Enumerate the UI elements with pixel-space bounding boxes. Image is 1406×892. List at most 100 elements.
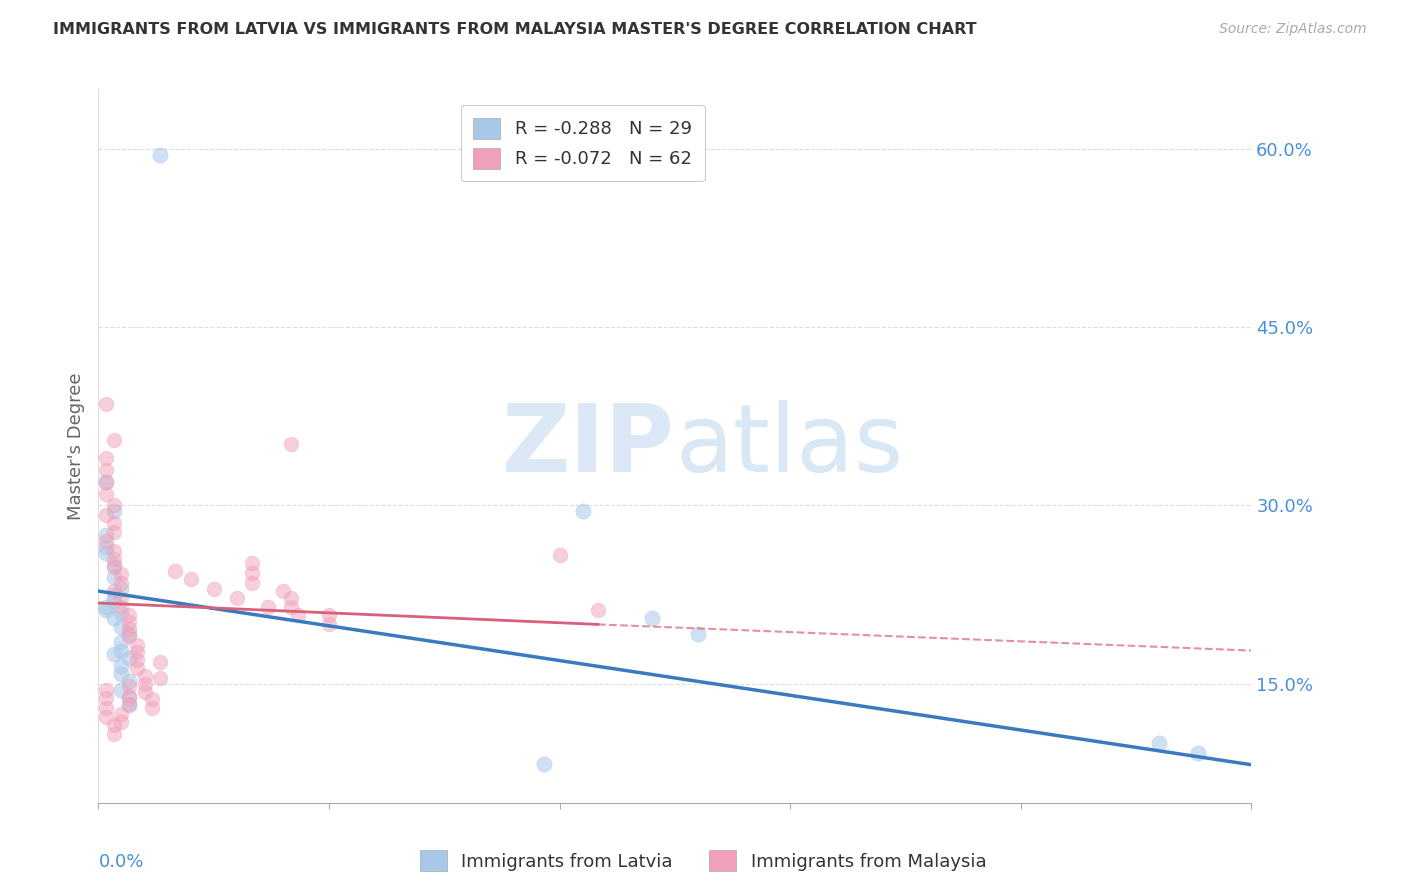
- Point: [118, 629, 141, 643]
- Point: [149, 656, 172, 670]
- Point: [118, 607, 141, 622]
- Point: [110, 606, 132, 620]
- Y-axis label: Master's Degree: Master's Degree: [66, 372, 84, 520]
- Point: [110, 706, 132, 721]
- Point: [240, 556, 263, 570]
- Point: [110, 635, 132, 649]
- Point: [118, 650, 141, 665]
- Point: [118, 615, 141, 629]
- Point: [103, 611, 125, 625]
- Point: [118, 698, 141, 713]
- Point: [180, 572, 202, 586]
- Point: [141, 692, 163, 706]
- Point: [103, 504, 125, 518]
- Point: [110, 659, 132, 673]
- Point: [134, 668, 156, 682]
- Point: [280, 599, 302, 614]
- Point: [110, 567, 132, 582]
- Text: Source: ZipAtlas.com: Source: ZipAtlas.com: [1219, 22, 1367, 37]
- Point: [118, 679, 141, 693]
- Point: [533, 756, 555, 771]
- Point: [225, 591, 247, 606]
- Point: [94, 508, 117, 522]
- Point: [110, 575, 132, 590]
- Point: [686, 627, 709, 641]
- Point: [118, 622, 141, 636]
- Point: [94, 475, 117, 489]
- Point: [1147, 736, 1170, 750]
- Point: [103, 433, 125, 447]
- Point: [94, 463, 117, 477]
- Point: [110, 591, 132, 606]
- Text: IMMIGRANTS FROM LATVIA VS IMMIGRANTS FROM MALAYSIA MASTER'S DEGREE CORRELATION C: IMMIGRANTS FROM LATVIA VS IMMIGRANTS FRO…: [53, 22, 977, 37]
- Point: [271, 584, 294, 599]
- Point: [149, 147, 172, 161]
- Point: [103, 647, 125, 661]
- Point: [103, 570, 125, 584]
- Text: 0.0%: 0.0%: [98, 853, 143, 871]
- Point: [94, 599, 117, 614]
- Point: [94, 691, 117, 706]
- Point: [141, 700, 163, 714]
- Point: [165, 564, 187, 578]
- Point: [118, 691, 141, 706]
- Point: [103, 718, 125, 732]
- Point: [641, 611, 664, 625]
- Point: [94, 486, 117, 500]
- Point: [280, 436, 302, 450]
- Point: [287, 607, 309, 622]
- Point: [110, 599, 132, 614]
- Point: [94, 546, 117, 560]
- Point: [94, 682, 117, 697]
- Point: [103, 588, 125, 602]
- Point: [110, 620, 132, 634]
- Point: [103, 543, 125, 558]
- Point: [103, 552, 125, 566]
- Point: [125, 645, 148, 659]
- Point: [103, 516, 125, 531]
- Point: [118, 627, 141, 641]
- Point: [103, 560, 125, 574]
- Point: [103, 558, 125, 572]
- Point: [240, 575, 263, 590]
- Point: [103, 727, 125, 741]
- Point: [110, 682, 132, 697]
- Point: [318, 617, 340, 632]
- Legend: Immigrants from Latvia, Immigrants from Malaysia: Immigrants from Latvia, Immigrants from …: [412, 843, 994, 879]
- Point: [110, 667, 132, 681]
- Point: [110, 643, 132, 657]
- Point: [103, 584, 125, 599]
- Point: [280, 591, 302, 606]
- Point: [318, 607, 340, 622]
- Point: [94, 700, 117, 714]
- Point: [548, 549, 571, 563]
- Point: [571, 504, 593, 518]
- Point: [94, 540, 117, 554]
- Text: ZIP: ZIP: [502, 400, 675, 492]
- Point: [94, 710, 117, 724]
- Point: [94, 603, 117, 617]
- Point: [94, 397, 117, 411]
- Point: [118, 689, 141, 703]
- Point: [1187, 746, 1209, 760]
- Point: [134, 677, 156, 691]
- Point: [94, 534, 117, 549]
- Point: [94, 475, 117, 489]
- Point: [94, 528, 117, 542]
- Point: [256, 599, 278, 614]
- Point: [240, 566, 263, 581]
- Point: [125, 638, 148, 652]
- Point: [110, 714, 132, 729]
- Text: atlas: atlas: [675, 400, 903, 492]
- Point: [103, 499, 125, 513]
- Point: [103, 593, 125, 607]
- Point: [103, 524, 125, 539]
- Point: [586, 603, 609, 617]
- Legend: R = -0.288   N = 29, R = -0.072   N = 62: R = -0.288 N = 29, R = -0.072 N = 62: [461, 105, 704, 181]
- Point: [149, 671, 172, 685]
- Point: [125, 661, 148, 675]
- Point: [94, 450, 117, 465]
- Point: [125, 653, 148, 667]
- Point: [134, 685, 156, 699]
- Point: [118, 697, 141, 711]
